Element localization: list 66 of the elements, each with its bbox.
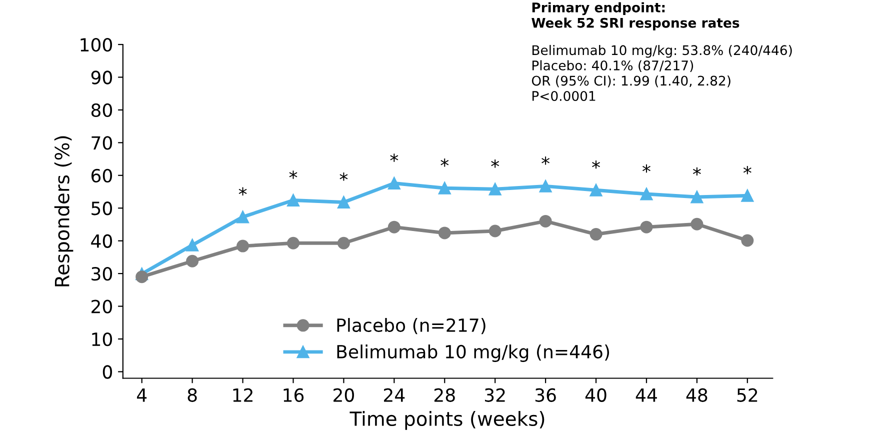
point bbox=[590, 228, 602, 241]
annotation: * bbox=[440, 158, 449, 167]
point bbox=[640, 188, 653, 200]
annotation: * bbox=[692, 167, 701, 176]
y-tick-label: 90 bbox=[91, 70, 112, 84]
x-tick-label: 28 bbox=[434, 388, 455, 402]
point bbox=[539, 180, 552, 192]
x-tick-label: 52 bbox=[737, 388, 758, 402]
point bbox=[690, 190, 704, 204]
x-tick-label: 4 bbox=[136, 388, 147, 402]
annotation: * bbox=[542, 156, 550, 165]
x-tick-label: 36 bbox=[535, 388, 556, 402]
point bbox=[539, 214, 552, 228]
point bbox=[236, 210, 250, 224]
y-tick-label: 10 bbox=[92, 332, 112, 346]
point bbox=[590, 184, 602, 196]
x-tick-label: 40 bbox=[585, 388, 606, 402]
point bbox=[286, 194, 300, 206]
y-tick-label: 20 bbox=[92, 300, 112, 314]
point bbox=[438, 182, 451, 194]
text: Primary endpoint: Week 52 SRI response rates bbox=[532, 2, 740, 30]
point bbox=[286, 236, 300, 250]
annotation: * bbox=[743, 166, 752, 174]
x-tick-label: 16 bbox=[284, 388, 304, 402]
x-tick-label: 20 bbox=[334, 388, 354, 402]
point bbox=[438, 226, 451, 240]
point bbox=[337, 236, 350, 250]
y-axis-title: Responders (%) bbox=[54, 136, 74, 286]
point bbox=[741, 234, 754, 247]
annotation: Belimumab 10 mg/kg: 53.8% (240/446) Placebo: 40.1% (87/217) OR (95% CI): 1.99 (1.40, 2.82) P<0.0001 bbox=[532, 44, 792, 101]
y-tick-label: 70 bbox=[92, 136, 112, 150]
annotation: * bbox=[238, 187, 247, 196]
point bbox=[388, 176, 400, 190]
point bbox=[337, 196, 350, 208]
x-tick-label: 24 bbox=[384, 388, 405, 402]
point bbox=[640, 220, 653, 234]
x-axis-title: Time points (weeks) bbox=[350, 411, 544, 430]
y-tick-label: 100 bbox=[80, 38, 112, 52]
point bbox=[136, 270, 148, 284]
annotation: * bbox=[390, 154, 398, 162]
annotation: * bbox=[642, 164, 650, 173]
point bbox=[741, 189, 754, 202]
point bbox=[488, 182, 502, 196]
point bbox=[388, 220, 400, 234]
point bbox=[186, 238, 199, 252]
x-tick-label: 48 bbox=[686, 388, 708, 402]
y-tick-label: 60 bbox=[91, 168, 112, 182]
y-tick-label: 40 bbox=[91, 234, 112, 248]
y-tick-label: 30 bbox=[92, 267, 112, 281]
y-tick-label: 0 bbox=[102, 365, 112, 379]
x-tick-label: 8 bbox=[188, 388, 197, 402]
annotation: * bbox=[340, 172, 348, 181]
annotation: * bbox=[592, 160, 600, 169]
x-tick-label: 12 bbox=[233, 388, 252, 402]
legend-label: Belimumab 10 mg/kg (n=446) bbox=[337, 344, 610, 362]
y-tick-label: 50 bbox=[92, 202, 112, 216]
point bbox=[488, 224, 502, 238]
point bbox=[186, 254, 199, 268]
x-tick-label: 32 bbox=[484, 388, 505, 402]
annotation: * bbox=[491, 159, 500, 168]
point bbox=[236, 240, 250, 252]
y-tick-label: 80 bbox=[91, 103, 112, 118]
legend-label: Placebo (n=217) bbox=[337, 318, 486, 334]
annotation: * bbox=[289, 170, 298, 179]
point bbox=[690, 218, 704, 230]
x-tick-label: 44 bbox=[636, 388, 657, 402]
